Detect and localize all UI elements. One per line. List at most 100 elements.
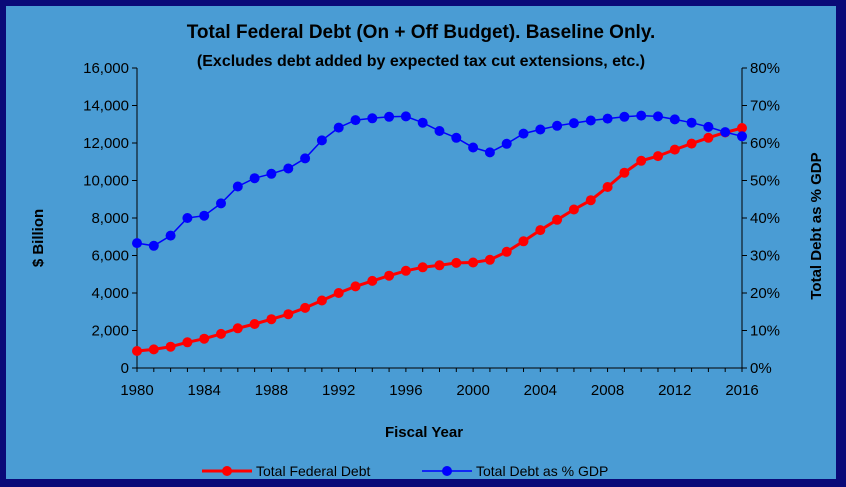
data-point-1 [720,127,731,138]
data-point-0 [669,144,680,155]
legend-label-debt: Total Federal Debt [256,463,371,479]
data-point-1 [434,126,445,136]
y2-tick-label: 30% [750,248,780,265]
y-tick-label: 4,000 [91,285,129,302]
data-point-0 [602,182,613,192]
data-point-1 [316,135,327,146]
data-point-0 [737,123,747,133]
data-point-1 [232,181,243,192]
data-point-1 [199,210,210,221]
data-point-1 [350,115,361,126]
legend-marker-gdp [442,466,452,476]
data-point-1 [568,118,579,129]
data-point-0 [367,275,378,286]
data-point-1 [602,113,613,124]
legend-marker-debt [222,466,232,476]
x-tick-label: 2004 [524,382,557,399]
data-point-1 [333,122,344,133]
data-point-1 [585,115,596,126]
data-point-1 [451,132,462,143]
data-point-1 [737,131,747,142]
y-tick-label: 0 [121,360,129,377]
data-point-0 [653,151,663,162]
data-point-0 [434,260,445,271]
data-point-0 [232,323,243,334]
data-point-1 [501,138,512,149]
legend-label-gdp: Total Debt as % GDP [476,463,608,479]
x-tick-label: 1980 [120,382,153,399]
data-point-1 [636,110,647,121]
data-point-1 [703,121,714,132]
data-point-1 [283,163,294,174]
chart-title: Total Federal Debt (On + Off Budget). Ba… [187,22,656,43]
y-tick-label: 10,000 [83,173,129,190]
data-point-1 [148,240,159,251]
data-point-1 [266,168,277,179]
data-point-0 [384,270,395,281]
data-point-1 [400,111,411,122]
data-point-0 [619,167,630,178]
data-point-0 [686,138,697,149]
y-tick-label: 8,000 [91,210,129,227]
data-point-0 [165,341,176,352]
data-point-0 [451,257,462,268]
data-point-1 [182,213,193,223]
data-point-1 [249,173,260,184]
x-tick-label: 1992 [322,382,355,399]
data-point-1 [367,113,378,124]
data-point-1 [417,117,428,128]
data-point-1 [686,117,697,128]
data-point-0 [468,257,479,268]
data-point-0 [484,254,495,265]
x-tick-labels: 1980 1984 1988 1992 1996 2000 2004 2008 2012 2016 [120,382,758,399]
series-points [132,110,747,356]
y2-tick-label: 40% [750,210,780,227]
data-point-0 [333,288,344,298]
data-point-1 [535,124,546,135]
y2-axis-title: Total Debt as % GDP [808,152,825,299]
data-point-0 [216,328,226,339]
data-point-0 [417,262,428,273]
axes [132,67,747,372]
y2-tick-label: 80% [750,60,780,77]
y2-tick-labels: 0% 10% 20% 30% 40% 50% 60% 70% 80% [750,60,780,377]
x-tick-label: 2008 [591,382,624,399]
data-point-0 [568,204,579,215]
data-point-0 [249,319,260,329]
data-point-0 [552,214,563,225]
y2-tick-label: 70% [750,98,780,115]
y-tick-label: 12,000 [83,135,129,152]
data-point-0 [703,132,714,143]
data-point-0 [148,344,159,355]
chart-frame: Total Federal Debt (On + Off Budget). Ba… [6,6,836,479]
data-point-0 [518,236,529,247]
data-point-1 [619,111,630,122]
data-point-1 [384,111,395,122]
data-point-0 [283,309,294,320]
y-tick-label: 6,000 [91,248,129,265]
data-point-1 [653,111,663,122]
y-tick-label: 14,000 [83,98,129,115]
data-point-0 [300,302,311,313]
data-point-1 [468,142,479,153]
x-axis-title: Fiscal Year [385,424,463,441]
data-point-0 [501,246,512,257]
x-tick-label: 1984 [188,382,221,399]
data-point-1 [669,114,680,125]
data-point-1 [300,153,311,164]
data-point-0 [316,295,327,306]
y-tick-label: 16,000 [83,60,129,77]
data-point-1 [132,238,142,249]
data-point-0 [585,195,596,206]
y-axis-title: $ Billion [30,209,47,267]
data-point-0 [535,225,546,236]
x-tick-label: 2016 [725,382,758,399]
data-point-0 [199,333,210,344]
chart-svg: Total Federal Debt (On + Off Budget). Ba… [30,22,825,479]
x-tick-label: 1996 [389,382,422,399]
data-point-0 [636,155,647,166]
y2-tick-label: 20% [750,285,780,302]
y-tick-label: 2,000 [91,323,129,340]
y2-tick-label: 0% [750,360,772,377]
series-lines [136,114,743,353]
